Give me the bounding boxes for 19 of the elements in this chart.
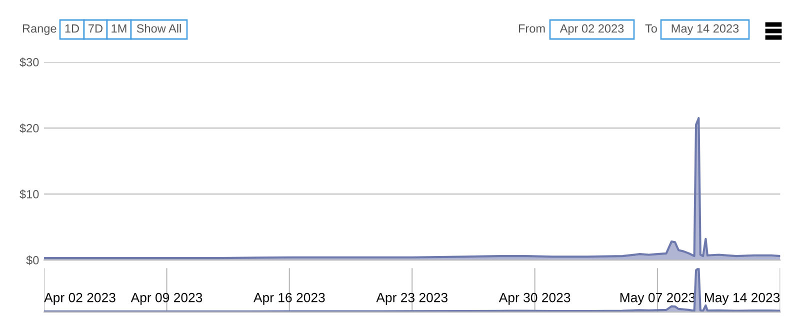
x-tick-label: Apr 23 2023 (376, 292, 448, 305)
y-tick-label: $30 (20, 58, 39, 68)
text: Range (22, 24, 56, 35)
text: May 14 2023 (672, 24, 739, 35)
x-tick-label: Apr 16 2023 (254, 292, 325, 305)
text: Apr 02 2023 (560, 24, 624, 35)
x-tick-label: Apr 30 2023 (498, 292, 570, 305)
text: From (518, 24, 545, 33)
x-tick-label: Apr 09 2023 (130, 292, 202, 305)
y-tick-label: $10 (20, 190, 39, 200)
x-tick-label: Apr 02 2023 (44, 292, 116, 305)
text: 1D (65, 24, 79, 33)
x-tick-label: May 14 2023 (704, 292, 780, 305)
y-tick-label: $20 (20, 124, 39, 134)
text: 1M (112, 24, 126, 33)
text: Show All (136, 24, 181, 33)
text: 7D (88, 24, 102, 33)
text: To (645, 24, 657, 33)
y-tick-label: $0 (26, 256, 39, 266)
